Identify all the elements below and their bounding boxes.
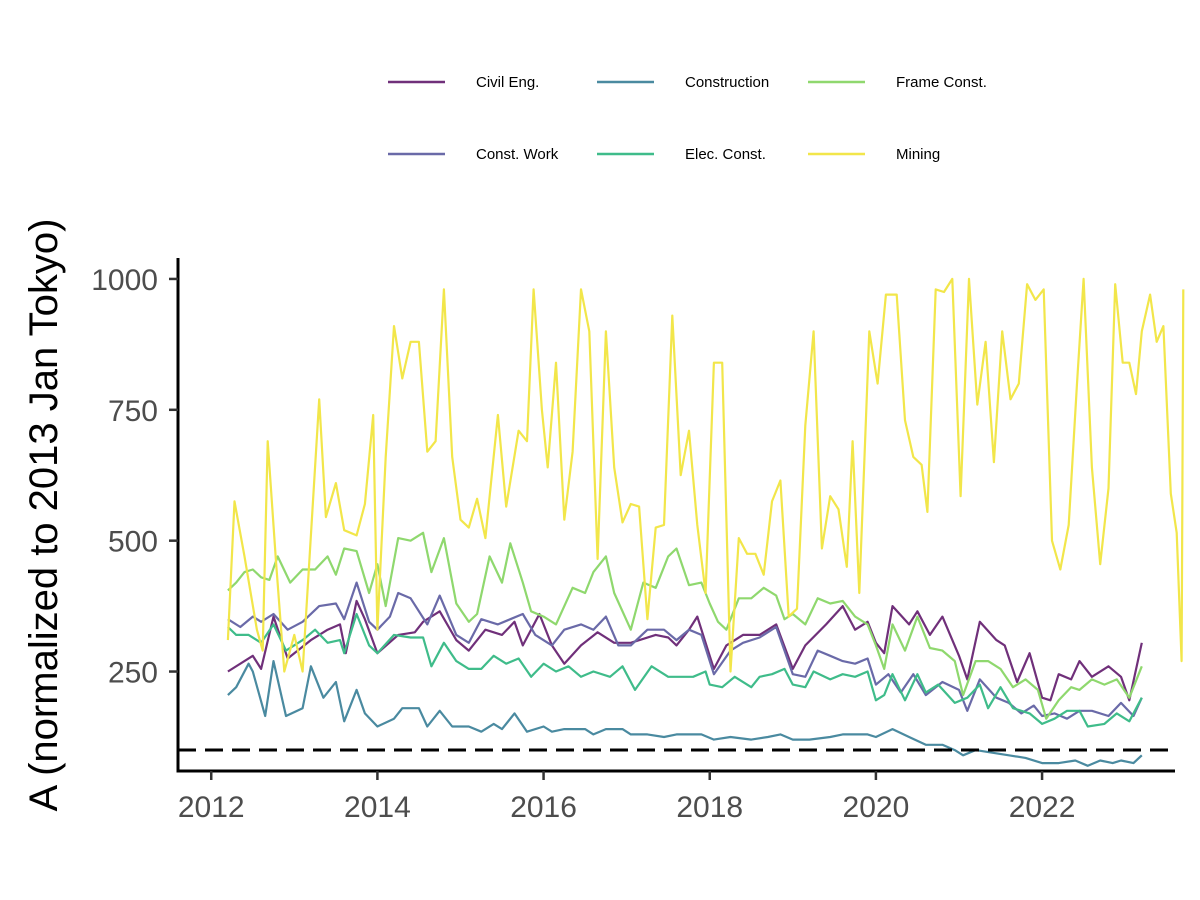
y-axis-title: A (normalized to 2013 Jan Tokyo) bbox=[22, 219, 66, 812]
series-line-0 bbox=[227, 599, 1143, 702]
series-line-4 bbox=[227, 531, 1143, 720]
legend-label-3: Elec. Const. bbox=[685, 146, 766, 163]
x-tick-label: 2018 bbox=[676, 791, 743, 824]
series-line-1 bbox=[227, 581, 1143, 720]
y-tick-label: 500 bbox=[108, 526, 158, 559]
x-tick-label: 2020 bbox=[843, 791, 910, 824]
series-layer bbox=[226, 277, 1185, 767]
series-line-5 bbox=[226, 277, 1185, 673]
legend-label-2: Construction bbox=[685, 74, 769, 91]
legend-label-4: Frame Const. bbox=[896, 74, 987, 91]
series-line-2 bbox=[227, 660, 1143, 767]
x-axis-ticks: 2012 2014 2016 2018 2020 2022 bbox=[178, 771, 1076, 824]
y-axis-ticks: 250 500 750 1000 bbox=[91, 264, 178, 690]
legend-label-1: Const. Work bbox=[476, 146, 559, 163]
series-line-3 bbox=[227, 612, 1143, 728]
x-tick-label: 2012 bbox=[178, 791, 245, 824]
y-tick-label: 750 bbox=[108, 395, 158, 428]
legend-label-0: Civil Eng. bbox=[476, 74, 539, 91]
legend-label-5: Mining bbox=[896, 146, 940, 163]
y-tick-label: 250 bbox=[108, 657, 158, 690]
y-tick-label: 1000 bbox=[91, 264, 158, 297]
legend: Civil Eng. Const. Work Construction Elec. C… bbox=[388, 74, 987, 163]
x-tick-label: 2014 bbox=[344, 791, 411, 824]
x-tick-label: 2022 bbox=[1009, 791, 1076, 824]
x-tick-label: 2016 bbox=[510, 791, 577, 824]
